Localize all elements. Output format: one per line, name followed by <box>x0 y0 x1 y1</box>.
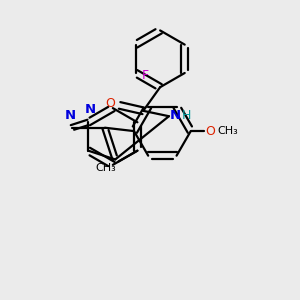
Text: N: N <box>65 109 76 122</box>
Text: O: O <box>206 124 215 138</box>
Text: F: F <box>142 68 149 82</box>
Text: N: N <box>85 103 96 116</box>
Text: N: N <box>169 109 181 122</box>
Text: H: H <box>182 109 191 122</box>
Text: CH₃: CH₃ <box>218 126 238 136</box>
Text: CH₃: CH₃ <box>95 163 116 173</box>
Text: O: O <box>105 97 115 110</box>
